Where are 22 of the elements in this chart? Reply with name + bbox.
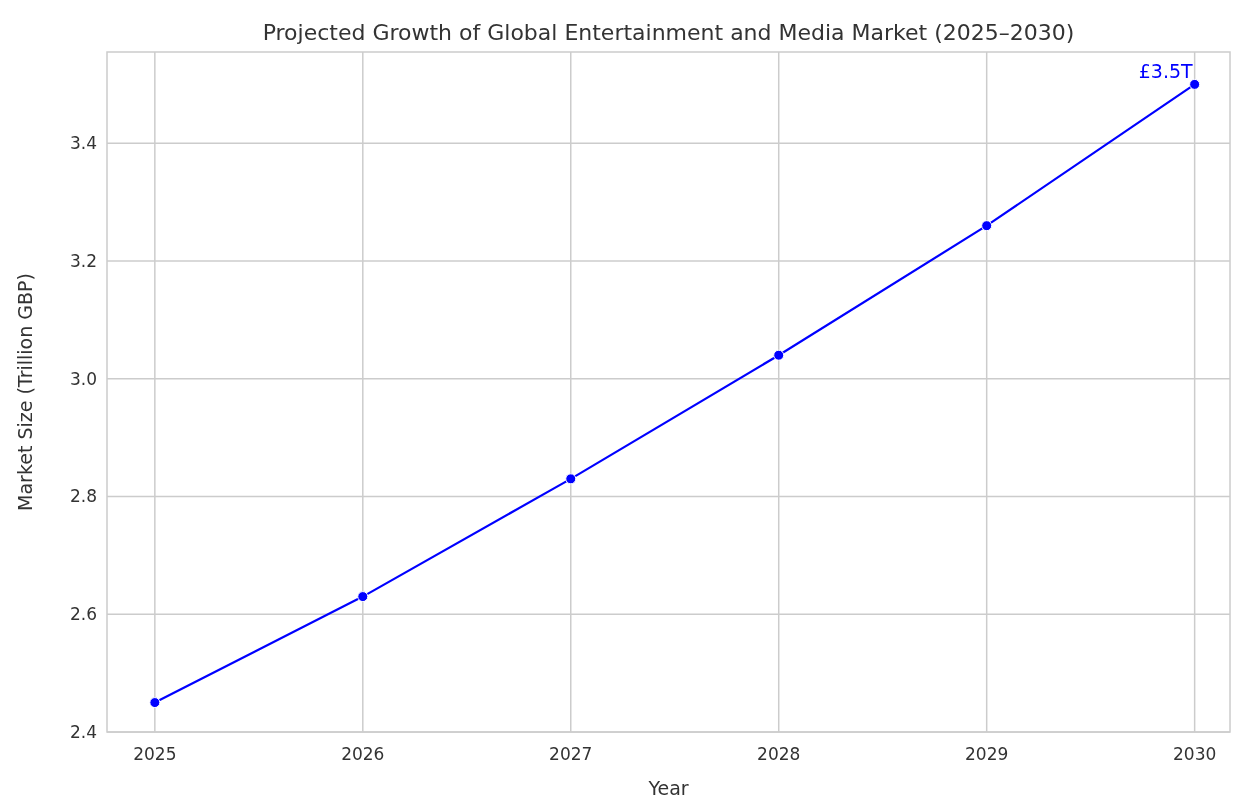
annotation: £3.5T — [1138, 60, 1194, 83]
y-tick-label: 3.4 — [69, 133, 97, 154]
point — [1189, 78, 1201, 90]
point — [149, 697, 161, 709]
x-tick-label: 2029 — [965, 744, 1009, 764]
y-tick-label: 2.6 — [69, 604, 97, 625]
y-tick-label: 3.2 — [69, 250, 97, 271]
x-tick-label: 2028 — [757, 744, 801, 764]
point — [357, 591, 369, 603]
x-tick-label: 2030 — [1173, 744, 1217, 764]
x-tick-label: 2025 — [133, 744, 177, 764]
point — [565, 473, 577, 485]
y-axis-title: Market Size (Trillion GBP) — [14, 273, 36, 511]
y-tick-label: 3.0 — [69, 368, 97, 389]
point — [981, 220, 993, 232]
x-tick-label: 2027 — [549, 744, 593, 764]
x-tick-label: 2026 — [341, 744, 385, 764]
y-tick-label: 2.4 — [69, 721, 97, 742]
x-axis-title: Year — [647, 777, 689, 799]
chart-title: Projected Growth of Global Entertainment and Media Market (2025–2030) — [262, 20, 1075, 45]
point — [773, 349, 785, 361]
y-tick-label: 2.8 — [69, 486, 97, 507]
